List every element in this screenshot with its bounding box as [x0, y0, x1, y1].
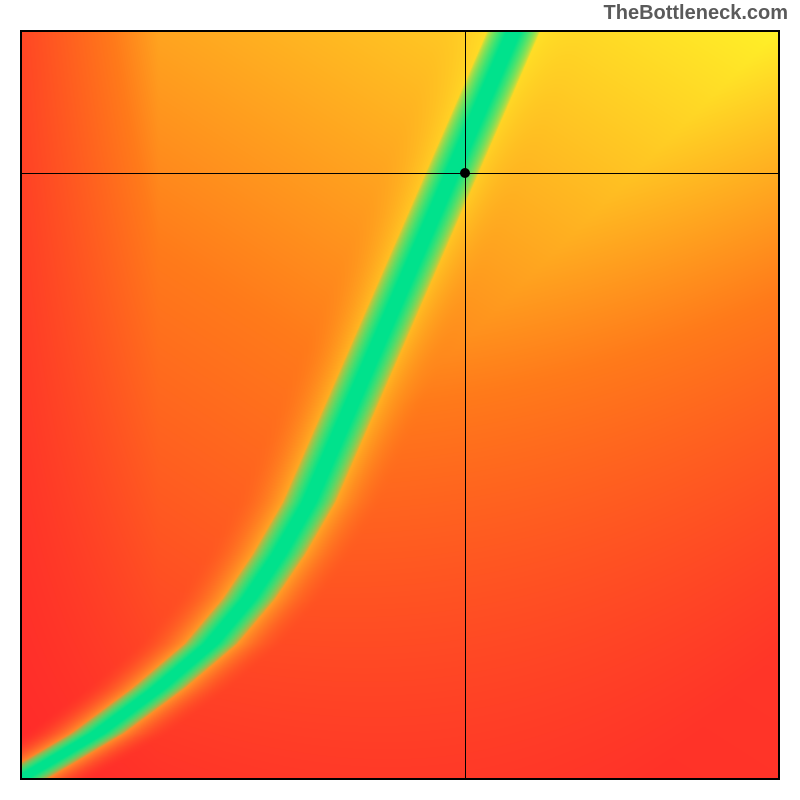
crosshair-horizontal [22, 173, 778, 174]
marker-dot [460, 168, 470, 178]
plot-frame [20, 30, 780, 780]
heatmap-canvas [22, 32, 778, 778]
watermark-text: TheBottleneck.com [604, 2, 788, 25]
crosshair-vertical [465, 32, 466, 778]
